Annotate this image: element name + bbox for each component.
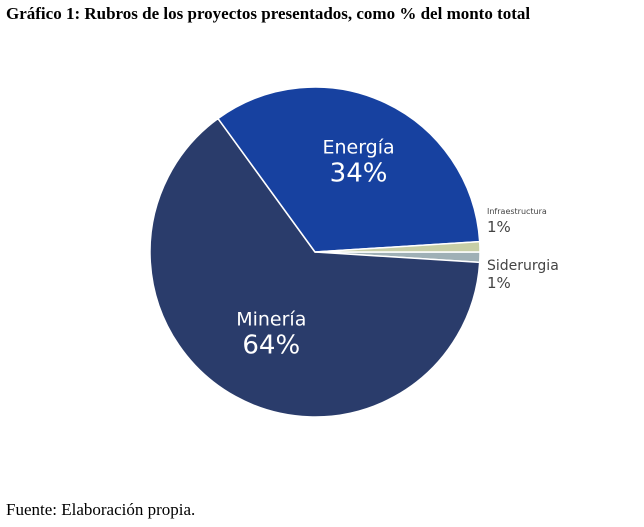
- source-note: Fuente: Elaboración propia.: [6, 500, 196, 519]
- chart-title: Gráfico 1: Rubros de los proyectos prese…: [6, 4, 531, 23]
- pie-slice-energia: [216, 86, 481, 253]
- slice-label-energia: Energía: [322, 136, 394, 158]
- slice-label-siderurgia: Siderurgia: [487, 258, 559, 274]
- pie-slice-infraestructura: [314, 240, 481, 253]
- pie-slice-mineria: [149, 117, 481, 418]
- slice-value-mineria: 64%: [242, 331, 300, 361]
- slice-value-infraestructura: 1%: [487, 218, 511, 236]
- slice-label-mineria: Minería: [236, 309, 306, 331]
- slice-value-energia: 34%: [330, 158, 388, 188]
- slice-label-infraestructura: Infraestructura: [487, 207, 547, 216]
- slice-value-siderurgia: 1%: [487, 274, 511, 292]
